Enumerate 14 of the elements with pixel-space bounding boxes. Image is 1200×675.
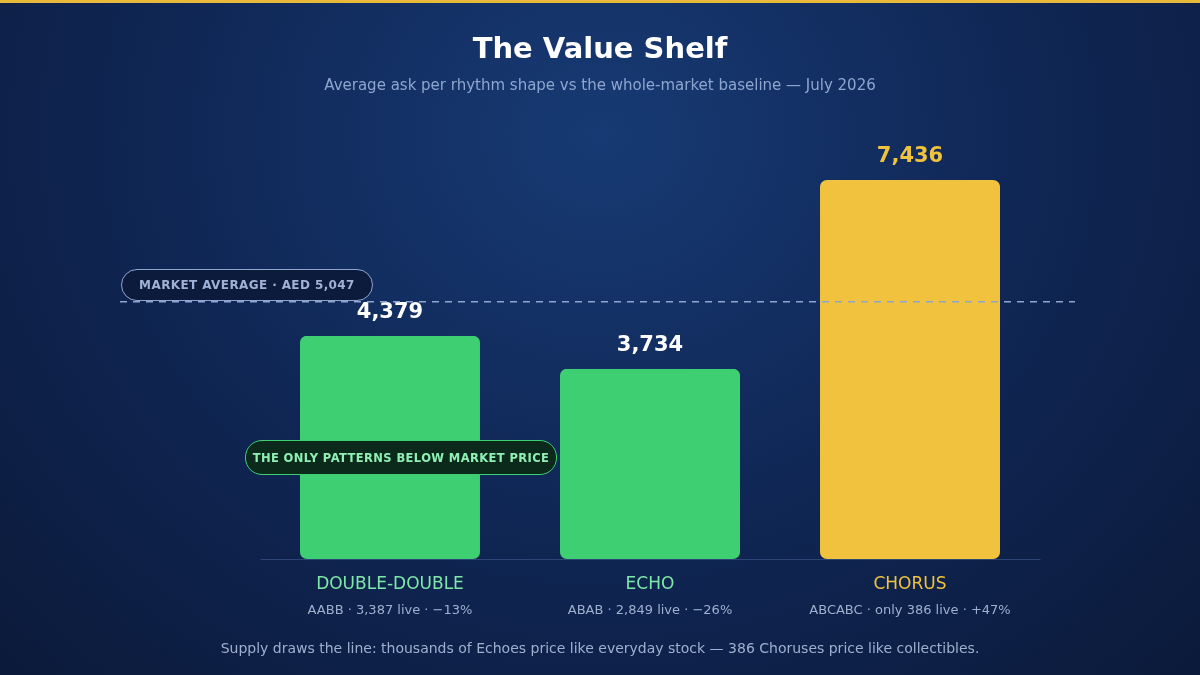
chart-title: The Value Shelf: [472, 31, 728, 65]
x-tick-label: DOUBLE-DOUBLE: [316, 572, 464, 593]
x-tick-label: CHORUS: [873, 572, 947, 593]
ref-line-label: MARKET AVERAGE · AED 5,047: [139, 278, 355, 292]
annotation: THE ONLY PATTERNS BELOW MARKET PRICE: [245, 440, 557, 475]
x-tick-label: ECHO: [625, 572, 675, 593]
data-label: 3,734: [616, 331, 684, 356]
text: Supply draws the line: thousands of Echoes price like everyday stock — 386 Choruses price like collectibles.: [219, 640, 981, 656]
chart-subtitle: Average ask per rhythm shape vs the whole-market baseline — July 2026: [324, 76, 876, 94]
text: AABB · 3,387 live · −13%: [307, 602, 473, 617]
text: ABCABC · only 386 live · +47%: [809, 602, 1011, 617]
text: ABAB · 2,849 live · −26%: [567, 602, 733, 617]
data-label: 4,379: [356, 298, 424, 323]
data-label: 7,436: [876, 143, 944, 167]
